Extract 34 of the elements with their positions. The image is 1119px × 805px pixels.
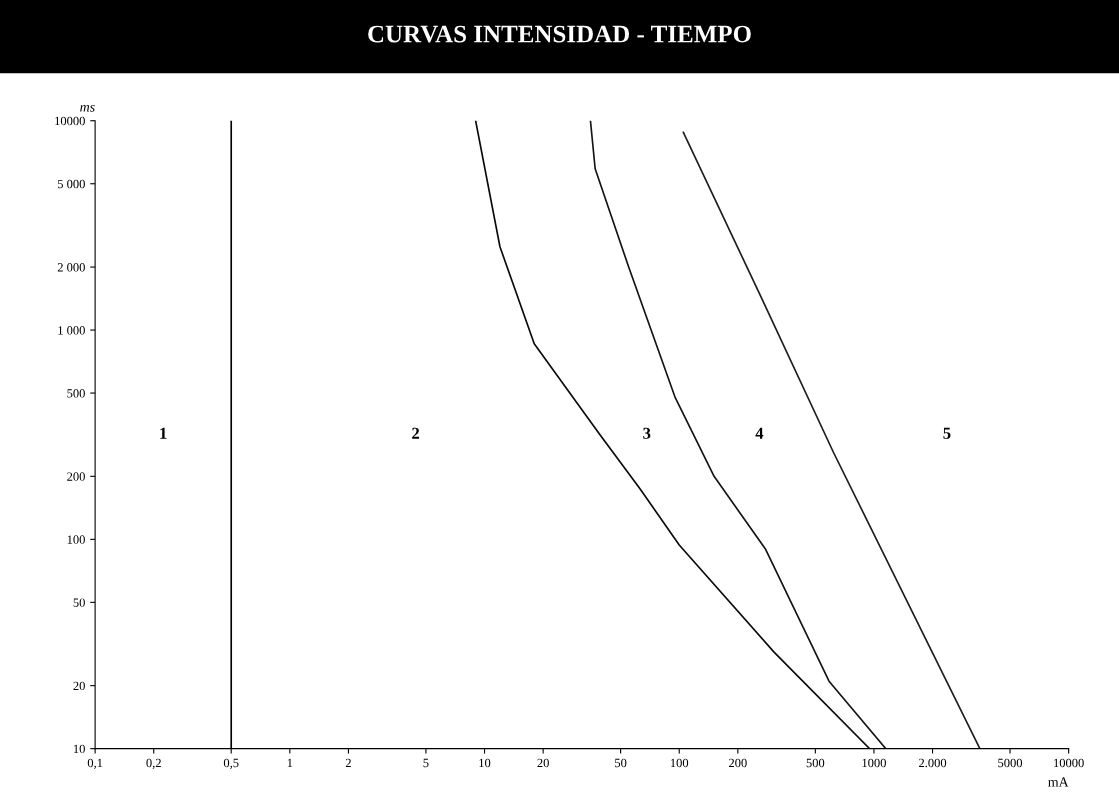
x-tick-label: 0,1 <box>87 758 103 769</box>
x-tick-label: 100 <box>670 758 689 768</box>
y-tick-label: 2 000 <box>57 263 85 272</box>
annotation: 2 <box>412 427 420 439</box>
x-tick-label: 20 <box>537 758 549 768</box>
annotation: 1 <box>160 427 167 439</box>
y-tick-label: 1 000 <box>58 326 85 335</box>
y-tick-label: 10000 <box>55 116 85 126</box>
x-tick-label: 200 <box>729 758 747 768</box>
x-tick-label: 5 <box>423 758 429 768</box>
annotation: 5 <box>943 427 951 439</box>
annotation: 4 <box>755 427 764 439</box>
x-tick-label: 10 <box>479 758 491 768</box>
x-tick-label: 0,2 <box>146 758 161 769</box>
y-axis-title: ms <box>80 104 95 112</box>
y-tick-label: 500 <box>67 389 85 398</box>
x-tick-label: 10000 <box>1054 758 1084 768</box>
x-tick-label: 2.000 <box>919 758 947 768</box>
y-tick-label: 20 <box>73 681 85 691</box>
x-tick-label: 2 <box>345 758 351 768</box>
y-tick-label: 50 <box>73 598 85 607</box>
chart-title: CURVAS INTENSIDAD - TIEMPO <box>368 25 751 43</box>
y-tick-label: 5 000 <box>57 179 85 189</box>
x-tick-label: 1000 <box>862 758 886 768</box>
x-tick-label: 1 <box>287 758 293 768</box>
x-tick-label: 500 <box>806 758 825 768</box>
x-tick-label: 50 <box>615 758 627 768</box>
y-tick-label: 100 <box>67 535 85 544</box>
x-tick-label: 0,5 <box>223 758 239 769</box>
y-tick-label: 200 <box>67 472 85 481</box>
x-axis-title: mA <box>1048 777 1069 787</box>
x-tick-label: 5000 <box>998 758 1023 768</box>
y-tick-label: 10 <box>73 744 85 754</box>
annotation: 3 <box>643 427 651 439</box>
